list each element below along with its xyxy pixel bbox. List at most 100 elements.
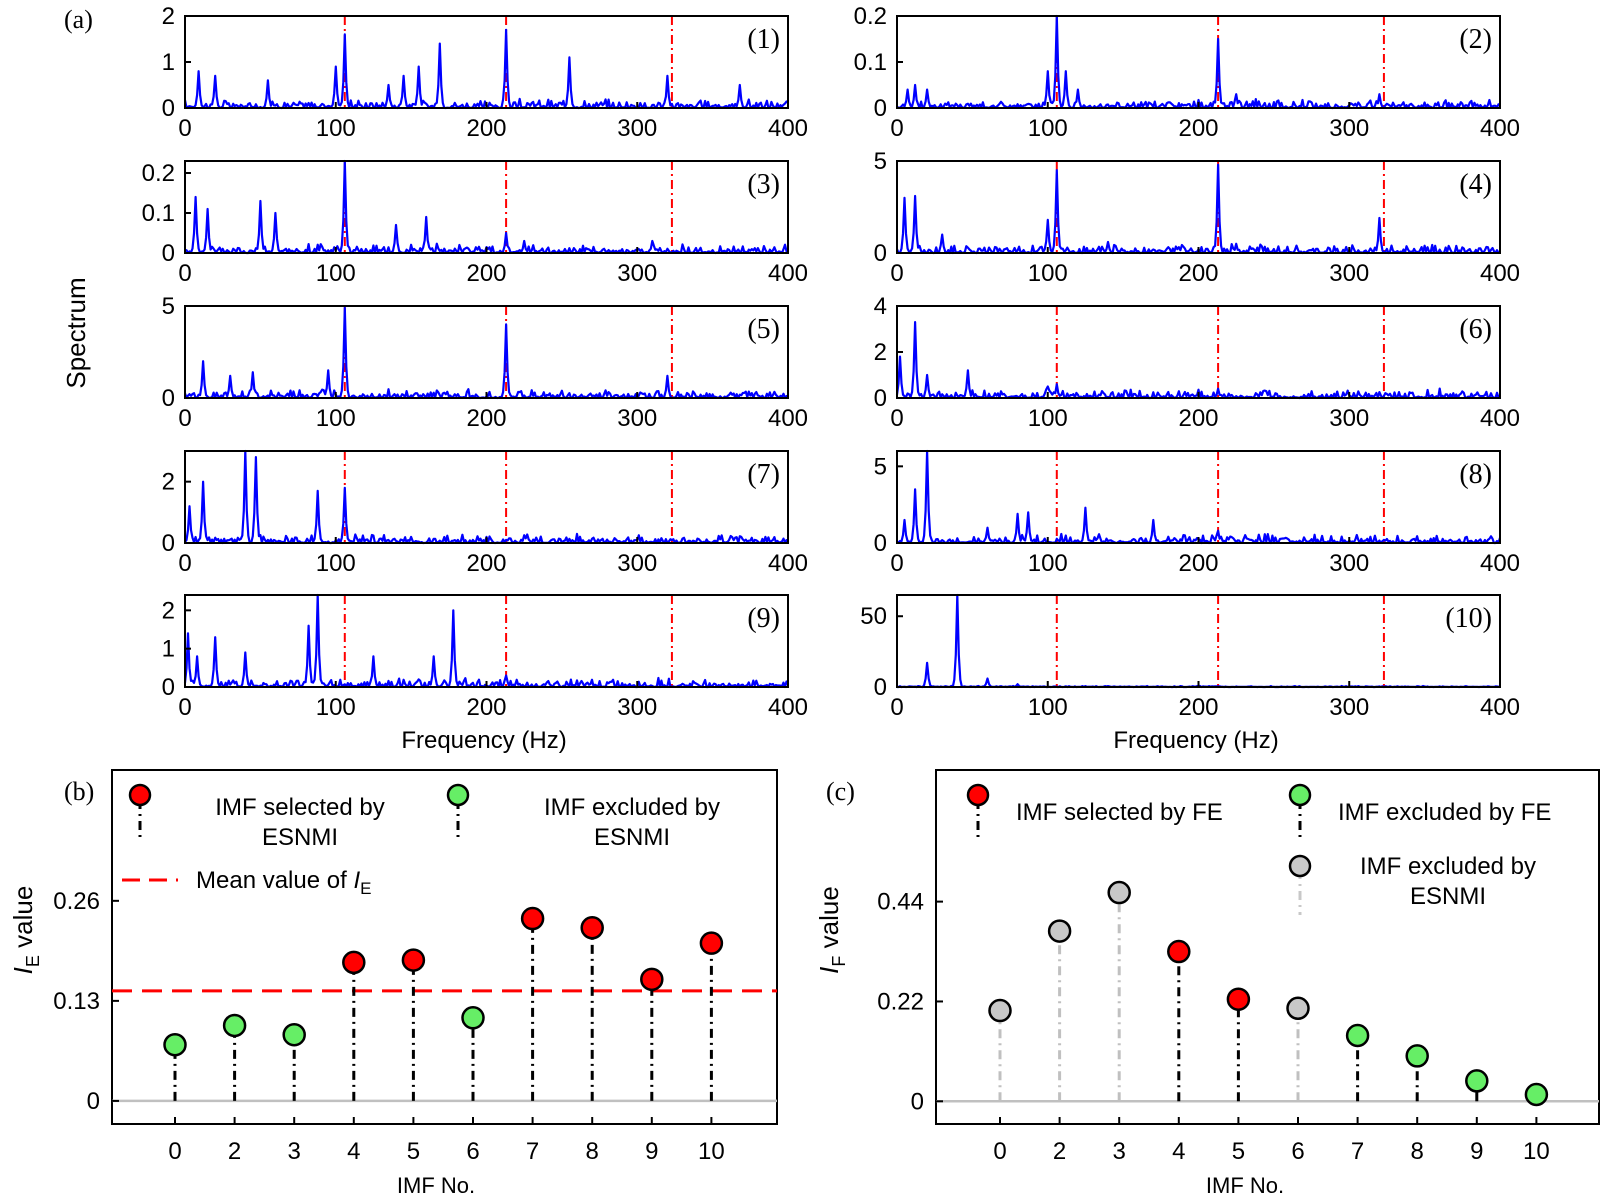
subplot-frame <box>184 594 789 688</box>
x-tick-label: 200 <box>1178 260 1218 287</box>
x-tick-label: 3 <box>1113 1138 1126 1165</box>
y-tick-label: 0.44 <box>877 889 924 916</box>
legend-selected-text-2: ESNMI <box>262 824 338 851</box>
x-tick-label: 7 <box>1351 1138 1364 1165</box>
legend-esnmi-excluded-text-2: ESNMI <box>1410 883 1486 910</box>
y-tick-label: 1 <box>162 636 175 663</box>
y-tick-label: 0 <box>162 674 175 701</box>
x-tick-label: 400 <box>768 694 808 721</box>
x-tick-label: 0 <box>890 550 903 577</box>
x-tick-label: 4 <box>1172 1138 1185 1165</box>
x-tick-label: 0 <box>993 1138 1006 1165</box>
legend-selected-marker <box>128 783 152 807</box>
x-tick-label: 300 <box>1329 550 1369 577</box>
x-tick-label: 300 <box>617 550 657 577</box>
stem-marker-imf-8 <box>580 916 604 940</box>
x-tick-label: 100 <box>316 694 356 721</box>
spectrum-subplot-8: 0 100 200 300 400 0 5 (8) <box>874 449 1520 577</box>
spectrum-line <box>896 449 1502 545</box>
x-tick-label: 400 <box>1480 405 1520 432</box>
x-tick-label: 100 <box>316 115 356 142</box>
x-tick-label: 400 <box>768 115 808 142</box>
legend-excluded-text-2: ESNMI <box>594 824 670 851</box>
stem-marker-imf-2 <box>222 1013 247 1038</box>
x-tick-label: 6 <box>1291 1138 1304 1165</box>
stem-marker-imf-3 <box>282 1022 306 1047</box>
ie-value-chart: 0 0.13 0.26 0 2 3 4 5 6 7 8 9 10 <box>53 769 778 1165</box>
x-tick-label: 300 <box>617 694 657 721</box>
y-tick-label: 2 <box>162 597 175 624</box>
stem-marker-imf-4 <box>342 950 366 975</box>
subplot-frame <box>184 160 789 254</box>
y-tick-label: 0.1 <box>142 200 175 227</box>
y-tick-label: 0.26 <box>53 888 100 915</box>
y-tick-label: 0.22 <box>877 988 924 1015</box>
y-tick-label: 50 <box>860 603 887 630</box>
stem-marker-imf-2 <box>1047 919 1072 943</box>
stem-marker-imf-0 <box>163 1032 187 1057</box>
x-tick-label: 100 <box>316 405 356 432</box>
x-tick-label: 7 <box>526 1138 539 1165</box>
subplot-frame <box>896 160 1501 254</box>
x-tick-label: 200 <box>466 405 506 432</box>
x-tick-label: 5 <box>407 1138 420 1165</box>
stem-marker-imf-5 <box>401 948 426 972</box>
spectrum-subplot-6: 0 100 200 300 400 0 2 4 (6) <box>874 293 1520 432</box>
y-tick-label: 0 <box>162 240 175 267</box>
x-tick-label: 200 <box>1178 550 1218 577</box>
if-ylabel: IF value <box>814 886 849 974</box>
legend-esnmi-excluded-text-1: IMF excluded by <box>1360 853 1536 880</box>
y-tick-label: 2 <box>874 339 887 366</box>
panel-label-b: (b) <box>64 777 94 806</box>
x-tick-label: 4 <box>347 1138 360 1165</box>
subplot-frame <box>896 594 1501 688</box>
y-tick-label: 0.2 <box>142 160 175 187</box>
x-tick-label: 300 <box>1329 115 1369 142</box>
y-tick-label: 0 <box>162 95 175 122</box>
y-tick-label: 0.13 <box>53 988 100 1015</box>
stem-marker-imf-3 <box>1107 880 1131 905</box>
x-tick-label: 0 <box>890 405 903 432</box>
ie-ylabel: IE value <box>8 886 43 975</box>
y-tick-label: 0 <box>874 240 887 267</box>
x-tick-label: 100 <box>1028 115 1068 142</box>
y-tick-label: 5 <box>874 148 887 175</box>
x-tick-label: 400 <box>1480 550 1520 577</box>
stem-marker-imf-0 <box>988 998 1012 1023</box>
subplot-frame <box>896 15 1501 109</box>
x-tick-label: 300 <box>617 405 657 432</box>
x-tick-label: 10 <box>698 1138 725 1165</box>
stem-marker-imf-10 <box>1524 1082 1549 1107</box>
legend-excluded-marker <box>446 783 470 807</box>
subplot-number-label: (10) <box>1445 603 1492 634</box>
spectrum-subplot-10: 0 100 200 300 400 0 50 (10) <box>860 593 1520 721</box>
subplot-number-label: (2) <box>1459 24 1492 55</box>
stem-marker-imf-9 <box>1465 1069 1489 1093</box>
spectrum-subplot-9: 0 100 200 300 400 0 1 2 (9) <box>162 593 808 721</box>
y-tick-label: 0 <box>874 385 887 412</box>
chart-frame <box>935 769 1600 1125</box>
x-tick-label: 6 <box>466 1138 479 1165</box>
y-tick-label: 0 <box>874 674 887 701</box>
y-tick-label: 2 <box>162 469 175 496</box>
x-tick-label: 0 <box>178 260 191 287</box>
ie-legend: IMF selected by ESNMI IMF excluded by ES… <box>122 783 720 898</box>
x-tick-label: 8 <box>586 1138 599 1165</box>
legend-selected-text-1: IMF selected by <box>215 794 384 821</box>
subplot-number-label: (8) <box>1459 459 1492 490</box>
y-tick-label: 0.1 <box>854 49 887 76</box>
y-tick-label: 1 <box>162 49 175 76</box>
legend-excluded-text-1: IMF excluded by <box>544 794 720 821</box>
spectrum-subplot-4: 0 100 200 300 400 0 5 (4) <box>874 148 1520 287</box>
stem-marker-imf-5 <box>1226 987 1251 1011</box>
if-xlabel: IMF No. <box>1206 1173 1284 1196</box>
spectrum-line <box>183 593 789 689</box>
spectrum-subplot-3: 0 100 200 300 400 0 0.1 0.2 (3) <box>142 159 808 287</box>
x-tick-label: 300 <box>1329 260 1369 287</box>
x-tick-label: 10 <box>1523 1138 1550 1165</box>
subplot-number-label: (4) <box>1459 169 1492 200</box>
stem-marker-imf-7 <box>520 906 545 931</box>
y-tick-label: 4 <box>874 293 887 320</box>
spectrum-line <box>896 14 1501 110</box>
